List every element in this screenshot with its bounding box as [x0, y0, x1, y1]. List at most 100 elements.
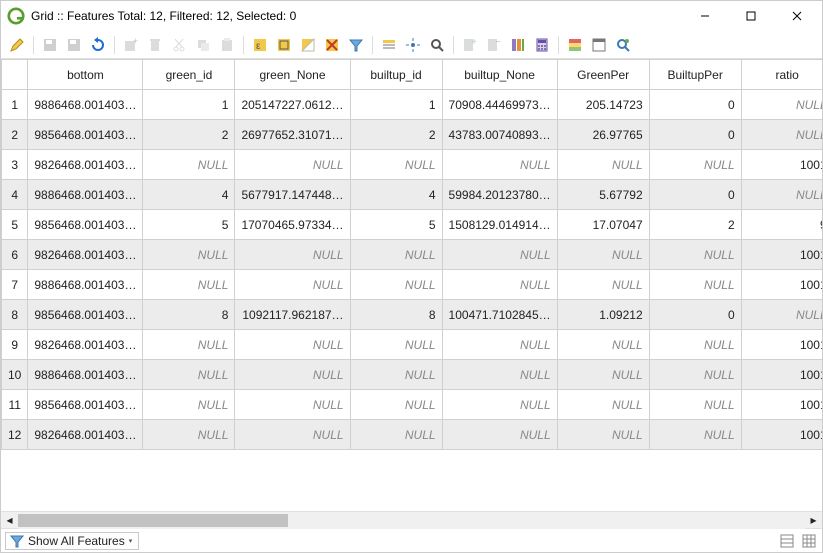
corner-cell[interactable] — [2, 60, 28, 90]
minimize-button[interactable] — [682, 1, 728, 31]
table-cell[interactable]: NULL — [442, 390, 557, 420]
table-cell[interactable]: 43783.00740893… — [442, 120, 557, 150]
table-cell[interactable]: NULL — [442, 150, 557, 180]
table-row[interactable]: 49886468.001403…45677917.147448…459984.2… — [2, 180, 823, 210]
table-cell[interactable]: 1001 — [741, 270, 822, 300]
table-cell[interactable]: NULL — [442, 330, 557, 360]
table-cell[interactable]: 26977652.31071… — [235, 120, 350, 150]
deselect-all-icon[interactable] — [322, 35, 342, 55]
table-cell[interactable]: 1001 — [741, 330, 822, 360]
table-row[interactable]: 79886468.001403…NULLNULLNULLNULLNULLNULL… — [2, 270, 823, 300]
table-cell[interactable]: 9826468.001403… — [28, 150, 143, 180]
table-cell[interactable]: NULL — [235, 240, 350, 270]
table-cell[interactable]: NULL — [235, 390, 350, 420]
table-row[interactable]: 19886468.001403…1205147227.0612…170908.4… — [2, 90, 823, 120]
column-header[interactable]: GreenPer — [557, 60, 649, 90]
table-cell[interactable]: NULL — [649, 390, 741, 420]
table-cell[interactable]: NULL — [235, 270, 350, 300]
row-header[interactable]: 11 — [2, 390, 28, 420]
table-cell[interactable]: NULL — [557, 390, 649, 420]
filter-funnel-icon[interactable] — [346, 35, 366, 55]
table-cell[interactable]: NULL — [442, 270, 557, 300]
table-cell[interactable]: 5.67792 — [557, 180, 649, 210]
table-cell[interactable]: 9856468.001403… — [28, 300, 143, 330]
table-cell[interactable]: NULL — [235, 360, 350, 390]
table-cell[interactable]: NULL — [741, 120, 822, 150]
table-cell[interactable]: NULL — [649, 270, 741, 300]
row-header[interactable]: 8 — [2, 300, 28, 330]
table-cell[interactable]: 5 — [143, 210, 235, 240]
scrollbar-thumb[interactable] — [18, 514, 288, 527]
table-cell[interactable]: NULL — [557, 150, 649, 180]
table-cell[interactable]: NULL — [350, 360, 442, 390]
table-cell[interactable]: 1508129.014914… — [442, 210, 557, 240]
table-cell[interactable]: 8 — [350, 300, 442, 330]
table-row[interactable]: 89856468.001403…81092117.962187…8100471.… — [2, 300, 823, 330]
table-row[interactable]: 119856468.001403…NULLNULLNULLNULLNULLNUL… — [2, 390, 823, 420]
table-cell[interactable]: 4 — [350, 180, 442, 210]
pan-to-selected-icon[interactable] — [403, 35, 423, 55]
table-cell[interactable]: 1001 — [741, 390, 822, 420]
table-cell[interactable]: 0 — [649, 90, 741, 120]
form-view-icon[interactable] — [778, 532, 796, 550]
table-scroll-area[interactable]: bottomgreen_idgreen_Nonebuiltup_idbuiltu… — [1, 59, 822, 511]
row-header[interactable]: 4 — [2, 180, 28, 210]
actions-icon[interactable] — [613, 35, 633, 55]
table-cell[interactable]: NULL — [235, 150, 350, 180]
table-row[interactable]: 29856468.001403…226977652.31071…243783.0… — [2, 120, 823, 150]
table-cell[interactable]: 2 — [649, 210, 741, 240]
table-cell[interactable]: NULL — [235, 330, 350, 360]
column-header[interactable]: green_id — [143, 60, 235, 90]
table-cell[interactable]: 9886468.001403… — [28, 270, 143, 300]
table-row[interactable]: 69826468.001403…NULLNULLNULLNULLNULLNULL… — [2, 240, 823, 270]
table-cell[interactable]: 9856468.001403… — [28, 210, 143, 240]
table-cell[interactable]: 4 — [143, 180, 235, 210]
table-cell[interactable]: NULL — [350, 270, 442, 300]
dock-window-icon[interactable] — [589, 35, 609, 55]
table-cell[interactable]: 9826468.001403… — [28, 240, 143, 270]
table-cell[interactable]: 9 — [741, 210, 822, 240]
table-cell[interactable]: 100471.7102845… — [442, 300, 557, 330]
table-cell[interactable]: NULL — [557, 360, 649, 390]
table-cell[interactable]: NULL — [235, 420, 350, 450]
row-header[interactable]: 2 — [2, 120, 28, 150]
show-all-features-button[interactable]: Show All Features ▾ — [5, 532, 139, 550]
table-cell[interactable]: 1 — [350, 90, 442, 120]
table-cell[interactable]: NULL — [143, 150, 235, 180]
table-cell[interactable]: 17.07047 — [557, 210, 649, 240]
horizontal-scrollbar[interactable]: ◂ ▸ — [1, 511, 822, 528]
table-cell[interactable]: 2 — [143, 120, 235, 150]
column-header[interactable]: bottom — [28, 60, 143, 90]
table-cell[interactable]: NULL — [557, 420, 649, 450]
table-cell[interactable]: NULL — [741, 90, 822, 120]
conditional-formatting-icon[interactable] — [565, 35, 585, 55]
table-cell[interactable]: NULL — [143, 390, 235, 420]
table-cell[interactable]: NULL — [557, 240, 649, 270]
close-button[interactable] — [774, 1, 820, 31]
column-header[interactable]: green_None — [235, 60, 350, 90]
table-cell[interactable]: 9886468.001403… — [28, 360, 143, 390]
table-row[interactable]: 129826468.001403…NULLNULLNULLNULLNULLNUL… — [2, 420, 823, 450]
table-cell[interactable]: 1 — [143, 90, 235, 120]
table-cell[interactable]: NULL — [143, 240, 235, 270]
table-row[interactable]: 39826468.001403…NULLNULLNULLNULLNULLNULL… — [2, 150, 823, 180]
table-cell[interactable]: 5 — [350, 210, 442, 240]
table-cell[interactable]: NULL — [557, 270, 649, 300]
select-by-expression-icon[interactable]: ε — [250, 35, 270, 55]
select-all-icon[interactable] — [274, 35, 294, 55]
table-cell[interactable]: 205.14723 — [557, 90, 649, 120]
row-header[interactable]: 9 — [2, 330, 28, 360]
table-cell[interactable]: NULL — [557, 330, 649, 360]
maximize-button[interactable] — [728, 1, 774, 31]
table-cell[interactable]: NULL — [143, 360, 235, 390]
row-header[interactable]: 10 — [2, 360, 28, 390]
table-cell[interactable]: NULL — [649, 330, 741, 360]
table-cell[interactable]: 205147227.0612… — [235, 90, 350, 120]
table-cell[interactable]: NULL — [350, 420, 442, 450]
table-cell[interactable]: 1001 — [741, 150, 822, 180]
toggle-editing-icon[interactable] — [7, 35, 27, 55]
table-cell[interactable]: NULL — [741, 300, 822, 330]
table-view-icon[interactable] — [800, 532, 818, 550]
table-cell[interactable]: NULL — [143, 420, 235, 450]
table-cell[interactable]: 2 — [350, 120, 442, 150]
